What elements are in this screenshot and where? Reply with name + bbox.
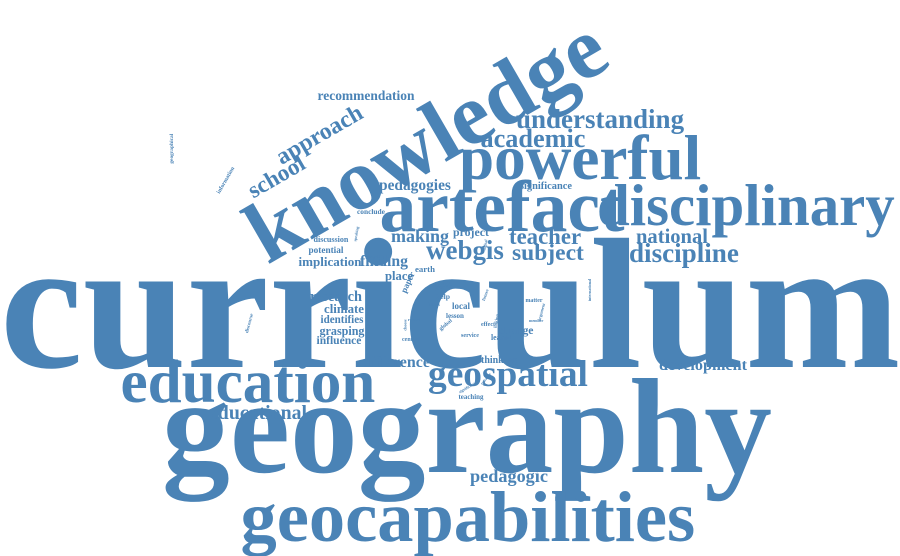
- word-influence: influence: [316, 334, 362, 347]
- word-pedagogies: pedagogies: [379, 176, 451, 194]
- word-finding: finding: [360, 253, 408, 270]
- word-geographical: geographical: [169, 133, 176, 164]
- word-geography: geography: [162, 352, 772, 502]
- word-research: research: [310, 289, 362, 305]
- word-matter: matter: [525, 298, 543, 304]
- word-curriculum: curriculum: [0, 202, 900, 408]
- word-ideas: ideas: [428, 302, 440, 308]
- word-pedagogic: pedagogic: [470, 466, 548, 486]
- word-discussion: discussion: [313, 235, 349, 244]
- word-implication: implication: [298, 253, 362, 269]
- word-local: local: [452, 300, 470, 311]
- word-lesson: lesson: [446, 311, 464, 320]
- word-conclude: conclude: [357, 206, 385, 216]
- word-subject: subject: [512, 240, 584, 266]
- word-benefit: benefit: [368, 254, 381, 259]
- word-grasping: grasping: [319, 324, 365, 338]
- word-choose: choose: [402, 319, 408, 331]
- word-making: making: [391, 226, 450, 246]
- word-significance: significance: [520, 181, 572, 192]
- word-national: national: [636, 225, 708, 248]
- word-development: development: [659, 357, 747, 374]
- word-climate: climate: [324, 301, 364, 316]
- word-understanding: understanding: [516, 103, 685, 134]
- word-illustrate: illustrate: [441, 362, 462, 369]
- word-disciplinary: disciplinary: [597, 172, 895, 238]
- word-place: place: [385, 268, 414, 283]
- word-academic: academic: [480, 124, 586, 153]
- word-learnt: learnt: [491, 333, 511, 342]
- word-geocapabilities: geocapabilities: [240, 476, 696, 556]
- word-change: change: [498, 324, 534, 337]
- word-service: service: [461, 333, 479, 339]
- word-earth: earth: [415, 263, 435, 274]
- word-central: central: [402, 337, 420, 343]
- word-member: member: [529, 318, 544, 323]
- word-recommendation: recommendation: [317, 87, 415, 103]
- word-record: record: [408, 317, 421, 322]
- word-effect: effect: [481, 322, 495, 328]
- word-identifies: identifies: [320, 313, 364, 326]
- word-discipline: discipline: [629, 237, 739, 268]
- word-information: information: [216, 165, 237, 195]
- word-help: help: [436, 292, 451, 301]
- word-project: project: [453, 225, 489, 239]
- word-difference: difference: [362, 354, 430, 371]
- word-teacher: teacher: [509, 223, 582, 249]
- word-educational: educational: [209, 402, 308, 424]
- word-international: international: [587, 278, 593, 302]
- word-webgis: webgis: [426, 234, 504, 265]
- word-teaching: teaching: [458, 393, 484, 401]
- word-education: education: [120, 348, 376, 416]
- word-powerful: powerful: [459, 122, 702, 193]
- word-artefact: artefact: [379, 165, 625, 247]
- word-geospatial: geospatial: [428, 353, 588, 395]
- word-thinking: thinking: [481, 355, 518, 366]
- word-more: more: [435, 282, 452, 291]
- word-potential: potential: [308, 245, 344, 256]
